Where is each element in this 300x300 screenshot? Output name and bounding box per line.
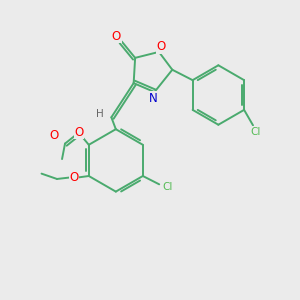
Text: O: O [157, 40, 166, 53]
Text: O: O [69, 171, 79, 184]
Text: O: O [112, 30, 121, 43]
Text: N: N [148, 92, 157, 105]
Text: Cl: Cl [251, 127, 261, 137]
Text: Cl: Cl [162, 182, 173, 192]
Text: O: O [49, 129, 58, 142]
Text: O: O [74, 126, 84, 139]
Text: H: H [96, 109, 104, 119]
